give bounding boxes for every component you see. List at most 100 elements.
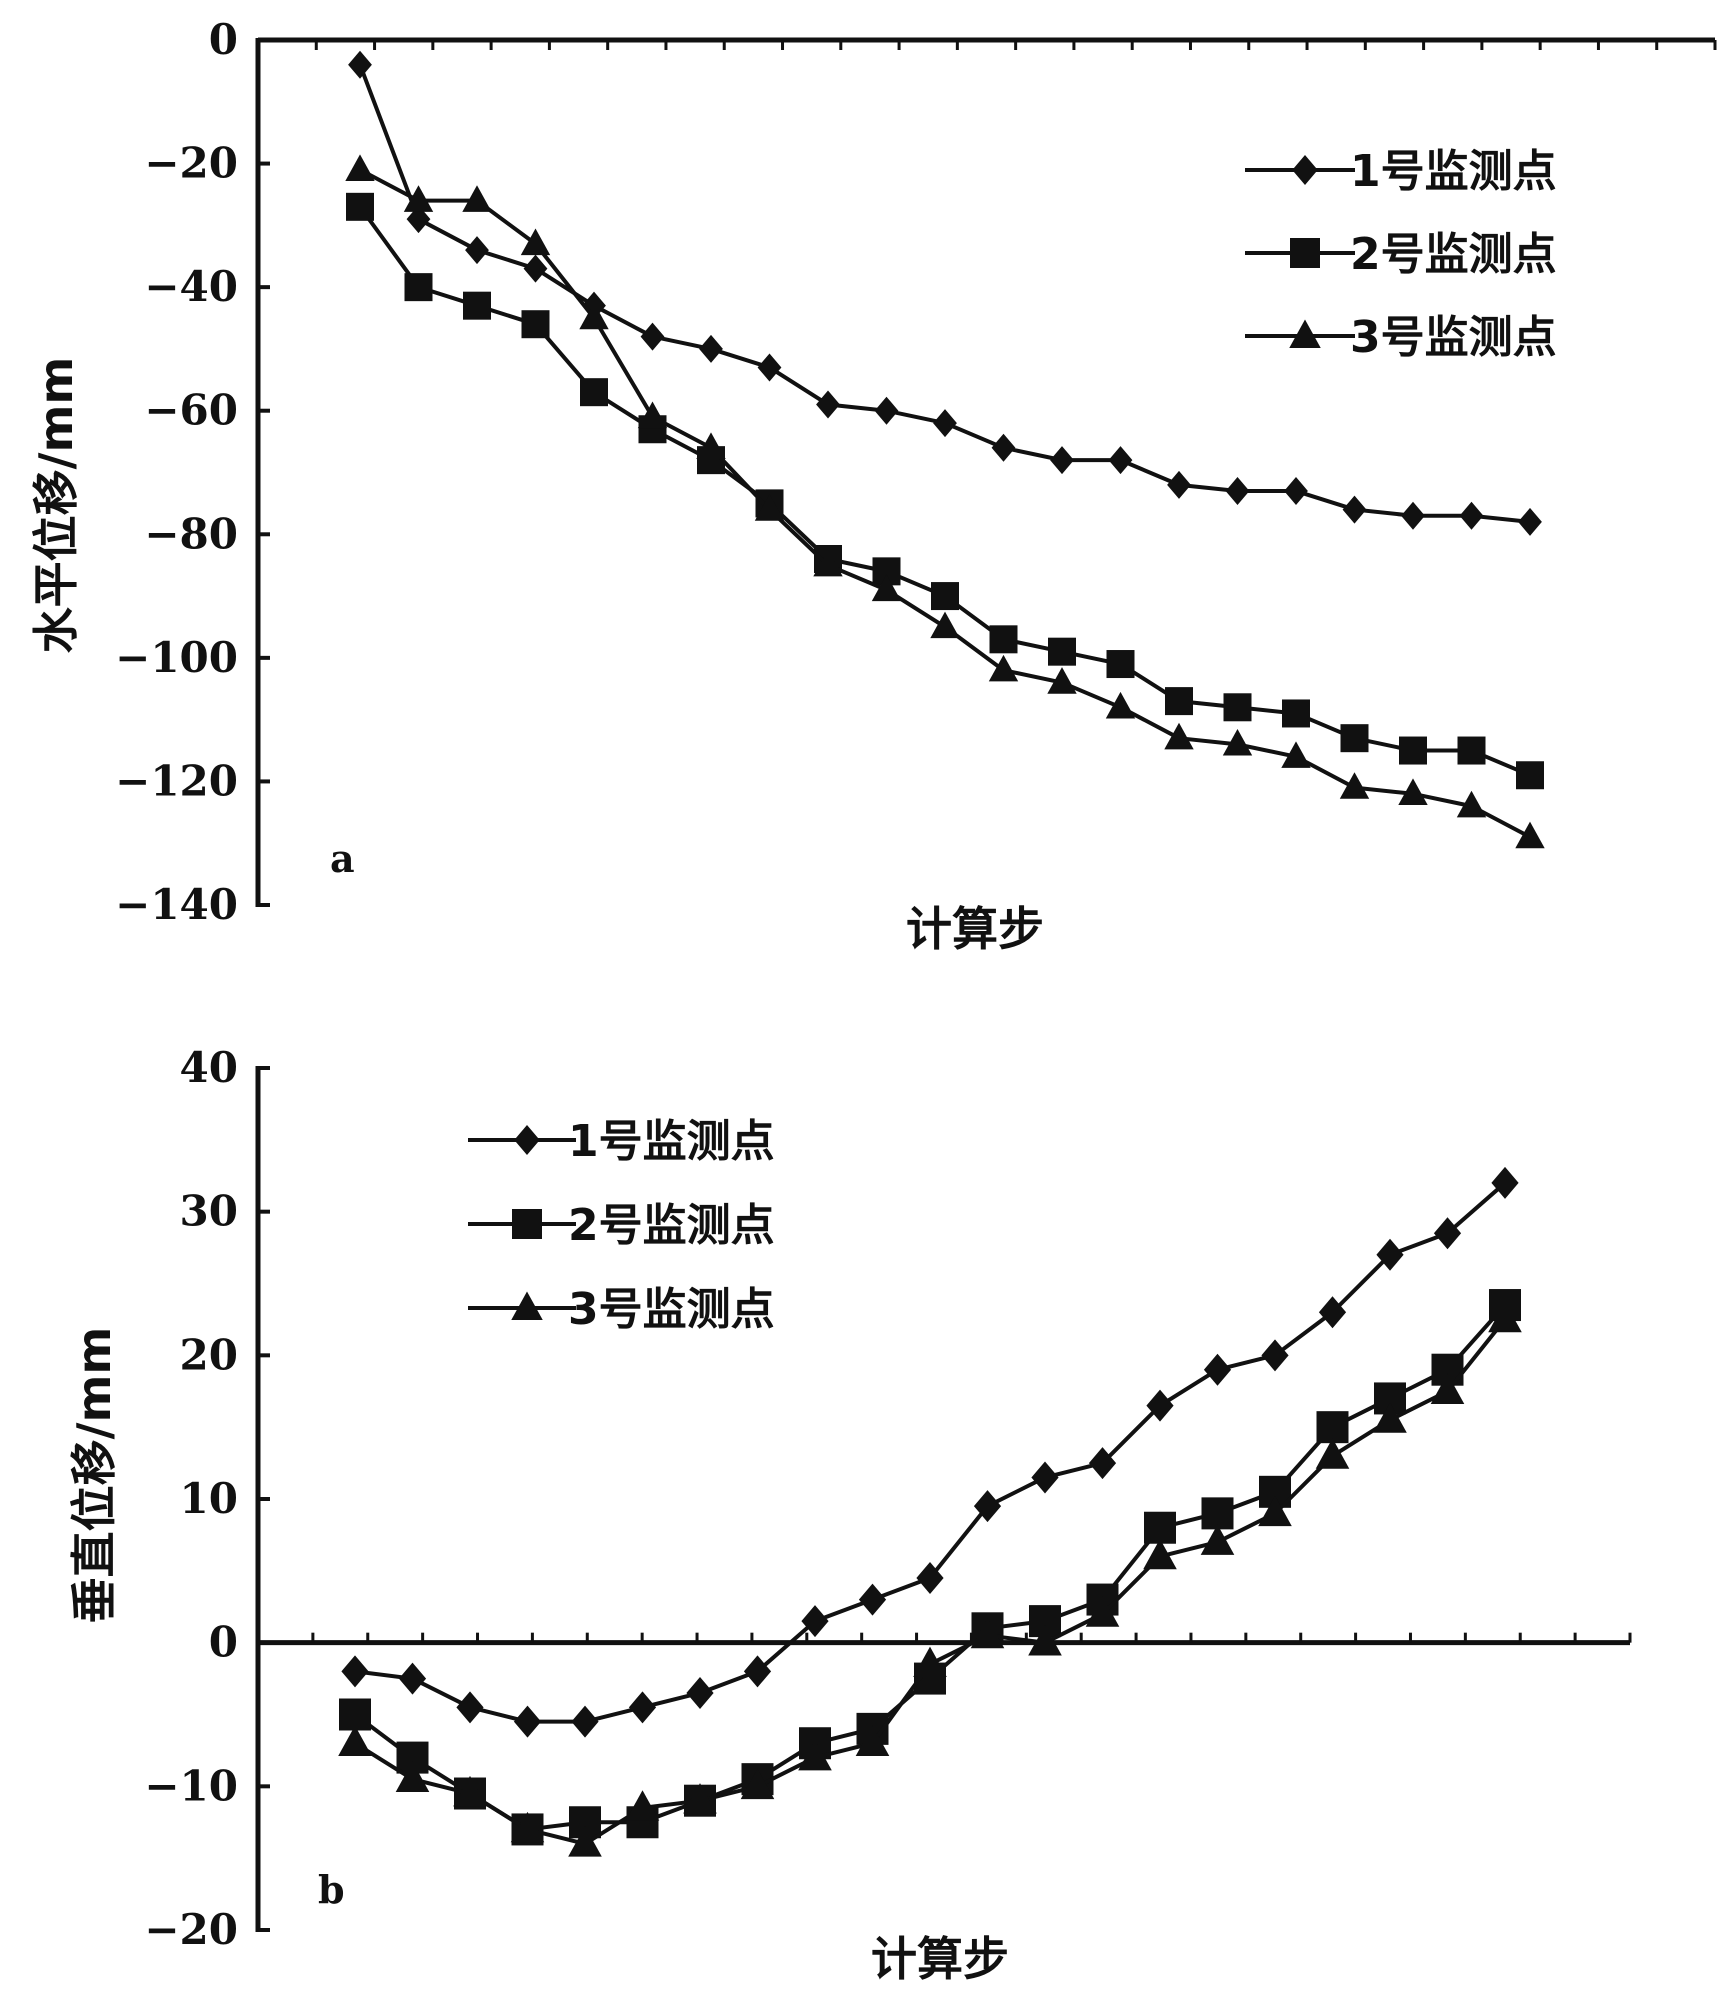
data-point-series-1 <box>571 1705 599 1738</box>
data-point-series-2 <box>1048 637 1076 666</box>
y-tick-label: −60 <box>144 386 238 435</box>
legend-marker-2 <box>512 1209 542 1239</box>
data-point-series-1 <box>991 433 1016 462</box>
data-point-series-3 <box>988 654 1019 682</box>
data-point-series-1 <box>1342 495 1367 524</box>
data-point-series-3 <box>696 432 726 459</box>
data-point-series-2 <box>1106 650 1135 679</box>
data-point-series-1 <box>933 409 957 438</box>
data-point-series-1 <box>523 254 548 283</box>
data-point-series-3 <box>1488 1301 1522 1333</box>
legend-label-2: 2号监测点 <box>1350 229 1557 280</box>
y-tick-label: −120 <box>115 756 238 805</box>
panel-a-y-axis-title: 水平位移/mm <box>29 357 83 654</box>
data-point-series-2 <box>1223 693 1252 722</box>
data-point-series-1 <box>743 1655 772 1688</box>
data-point-series-1 <box>1225 477 1250 506</box>
data-point-series-1 <box>1491 1166 1519 1199</box>
data-point-series-2 <box>931 582 959 611</box>
data-point-series-3 <box>403 185 434 212</box>
data-point-series-1 <box>456 1691 484 1724</box>
data-point-series-1 <box>1433 1217 1462 1250</box>
data-point-series-1 <box>348 50 372 79</box>
data-point-series-1 <box>1261 1339 1289 1372</box>
data-point-series-2 <box>463 291 491 320</box>
legend-label-3: 3号监测点 <box>1350 312 1557 363</box>
y-tick-label: 10 <box>180 1474 238 1523</box>
data-point-series-1 <box>1108 446 1133 475</box>
data-point-series-3 <box>1028 1625 1062 1656</box>
data-point-series-3 <box>1258 1495 1292 1527</box>
panel-a-x-axis-title: 计算步 <box>906 902 1044 956</box>
data-point-series-1 <box>916 1562 944 1595</box>
data-point-series-1 <box>640 322 665 351</box>
data-point-series-3 <box>1315 1438 1350 1469</box>
data-point-series-2 <box>521 310 550 339</box>
data-point-series-3 <box>1456 790 1487 818</box>
legend-marker-1 <box>514 1125 540 1155</box>
data-point-series-2 <box>339 1698 371 1731</box>
data-point-series-1 <box>973 1490 1002 1523</box>
data-point-series-2 <box>1316 1411 1349 1444</box>
y-tick-label: −40 <box>144 262 238 311</box>
panel-a-legend: 1号监测点 2号监测点 3号监测点 <box>1245 146 1557 363</box>
data-point-series-1 <box>1376 1238 1404 1271</box>
data-point-series-1 <box>686 1676 714 1709</box>
data-point-series-1 <box>1050 446 1074 475</box>
data-point-series-3 <box>930 611 960 639</box>
series-line-2 <box>358 205 1531 778</box>
data-point-series-3 <box>1164 722 1194 750</box>
y-tick-label: −140 <box>115 880 238 929</box>
data-point-series-1 <box>406 205 431 234</box>
data-point-series-3 <box>813 549 843 577</box>
data-point-series-1 <box>1088 1447 1117 1480</box>
chart-panel-a: 0−20−40−60−80−100−120−140 计算步 水平位移/mm a … <box>29 15 1717 956</box>
data-point-series-3 <box>1143 1538 1177 1570</box>
legend-marker-3 <box>1289 319 1321 348</box>
data-point-series-1 <box>513 1705 542 1738</box>
data-point-series-2 <box>346 192 374 221</box>
y-tick-label: −20 <box>144 1905 238 1954</box>
panel-b-legend: 1号监测点 2号监测点 3号监测点 <box>468 1116 775 1335</box>
data-point-series-2 <box>1516 761 1544 790</box>
data-point-series-2 <box>580 378 608 407</box>
data-point-series-3 <box>871 574 902 602</box>
data-point-series-3 <box>395 1761 430 1792</box>
data-point-series-3 <box>338 1725 372 1757</box>
legend-label-1: 1号监测点 <box>568 1116 775 1167</box>
legend-marker-3 <box>511 1291 543 1320</box>
data-point-series-3 <box>568 1826 602 1857</box>
data-point-series-1 <box>1031 1461 1059 1494</box>
data-point-series-1 <box>801 1605 829 1638</box>
y-tick-label: 30 <box>180 1187 238 1236</box>
series-line-1 <box>358 64 1531 524</box>
data-point-series-3 <box>637 401 668 429</box>
data-point-series-3 <box>1430 1373 1465 1405</box>
panel-a-axes <box>255 37 1717 907</box>
data-point-series-3 <box>520 228 551 256</box>
data-point-series-3 <box>855 1725 890 1757</box>
data-point-series-2 <box>989 625 1018 654</box>
legend-label-2: 2号监测点 <box>568 1200 775 1251</box>
data-point-series-3 <box>1339 772 1370 799</box>
y-tick-label: 20 <box>180 1330 238 1379</box>
panel-b-y-axis-title: 垂直位移/mm <box>67 1327 121 1624</box>
panel-a-label: a <box>330 836 355 881</box>
y-tick-label: 0 <box>209 1618 238 1667</box>
data-point-series-3 <box>970 1617 1005 1649</box>
data-point-series-2 <box>404 273 433 302</box>
data-point-series-3 <box>1373 1402 1407 1433</box>
y-tick-label: 40 <box>180 1043 238 1092</box>
data-point-series-3 <box>740 1768 775 1800</box>
data-point-series-3 <box>462 185 492 212</box>
data-point-series-2 <box>1165 687 1193 716</box>
data-point-series-3 <box>1398 778 1428 805</box>
data-point-series-3 <box>913 1646 947 1678</box>
data-point-series-3 <box>1105 691 1136 719</box>
data-point-series-1 <box>628 1691 657 1724</box>
data-point-series-1 <box>1284 477 1308 506</box>
panel-b-label: b <box>318 1867 345 1912</box>
data-point-series-2 <box>1340 724 1369 753</box>
y-tick-label: −100 <box>115 633 238 682</box>
